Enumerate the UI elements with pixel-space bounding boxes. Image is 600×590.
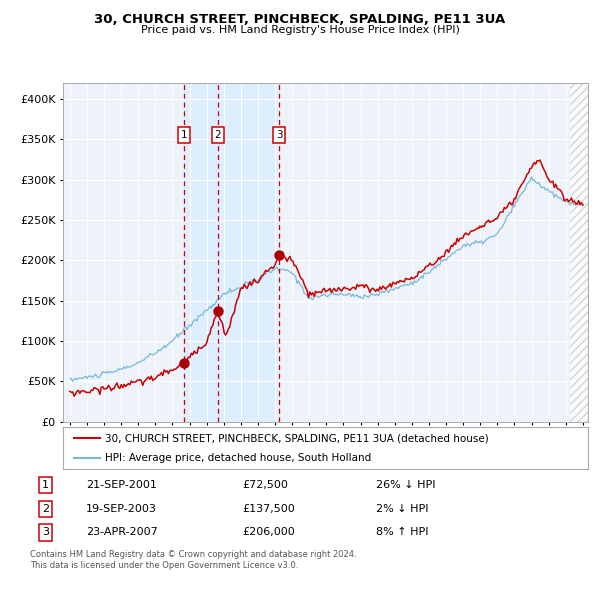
Text: 30, CHURCH STREET, PINCHBECK, SPALDING, PE11 3UA (detached house): 30, CHURCH STREET, PINCHBECK, SPALDING, …	[105, 433, 489, 443]
Text: 1: 1	[181, 130, 187, 140]
Text: 26% ↓ HPI: 26% ↓ HPI	[376, 480, 436, 490]
Text: Price paid vs. HM Land Registry's House Price Index (HPI): Price paid vs. HM Land Registry's House …	[140, 25, 460, 35]
Text: 2: 2	[215, 130, 221, 140]
Text: This data is licensed under the Open Government Licence v3.0.: This data is licensed under the Open Gov…	[30, 560, 298, 569]
Text: £72,500: £72,500	[242, 480, 288, 490]
Bar	[184, 83, 280, 422]
Text: £206,000: £206,000	[242, 527, 295, 537]
Text: 3: 3	[42, 527, 49, 537]
Text: HPI: Average price, detached house, South Holland: HPI: Average price, detached house, Sout…	[105, 453, 371, 463]
Text: £137,500: £137,500	[242, 504, 295, 514]
Text: 2% ↓ HPI: 2% ↓ HPI	[376, 504, 428, 514]
Text: 1: 1	[42, 480, 49, 490]
Text: 21-SEP-2001: 21-SEP-2001	[86, 480, 157, 490]
Text: 8% ↑ HPI: 8% ↑ HPI	[376, 527, 428, 537]
Text: 23-APR-2007: 23-APR-2007	[86, 527, 158, 537]
Bar	[570, 83, 590, 422]
Text: 2: 2	[42, 504, 49, 514]
Text: Contains HM Land Registry data © Crown copyright and database right 2024.: Contains HM Land Registry data © Crown c…	[30, 550, 356, 559]
Text: 3: 3	[276, 130, 283, 140]
Text: 30, CHURCH STREET, PINCHBECK, SPALDING, PE11 3UA: 30, CHURCH STREET, PINCHBECK, SPALDING, …	[94, 13, 506, 26]
Text: 19-SEP-2003: 19-SEP-2003	[86, 504, 157, 514]
